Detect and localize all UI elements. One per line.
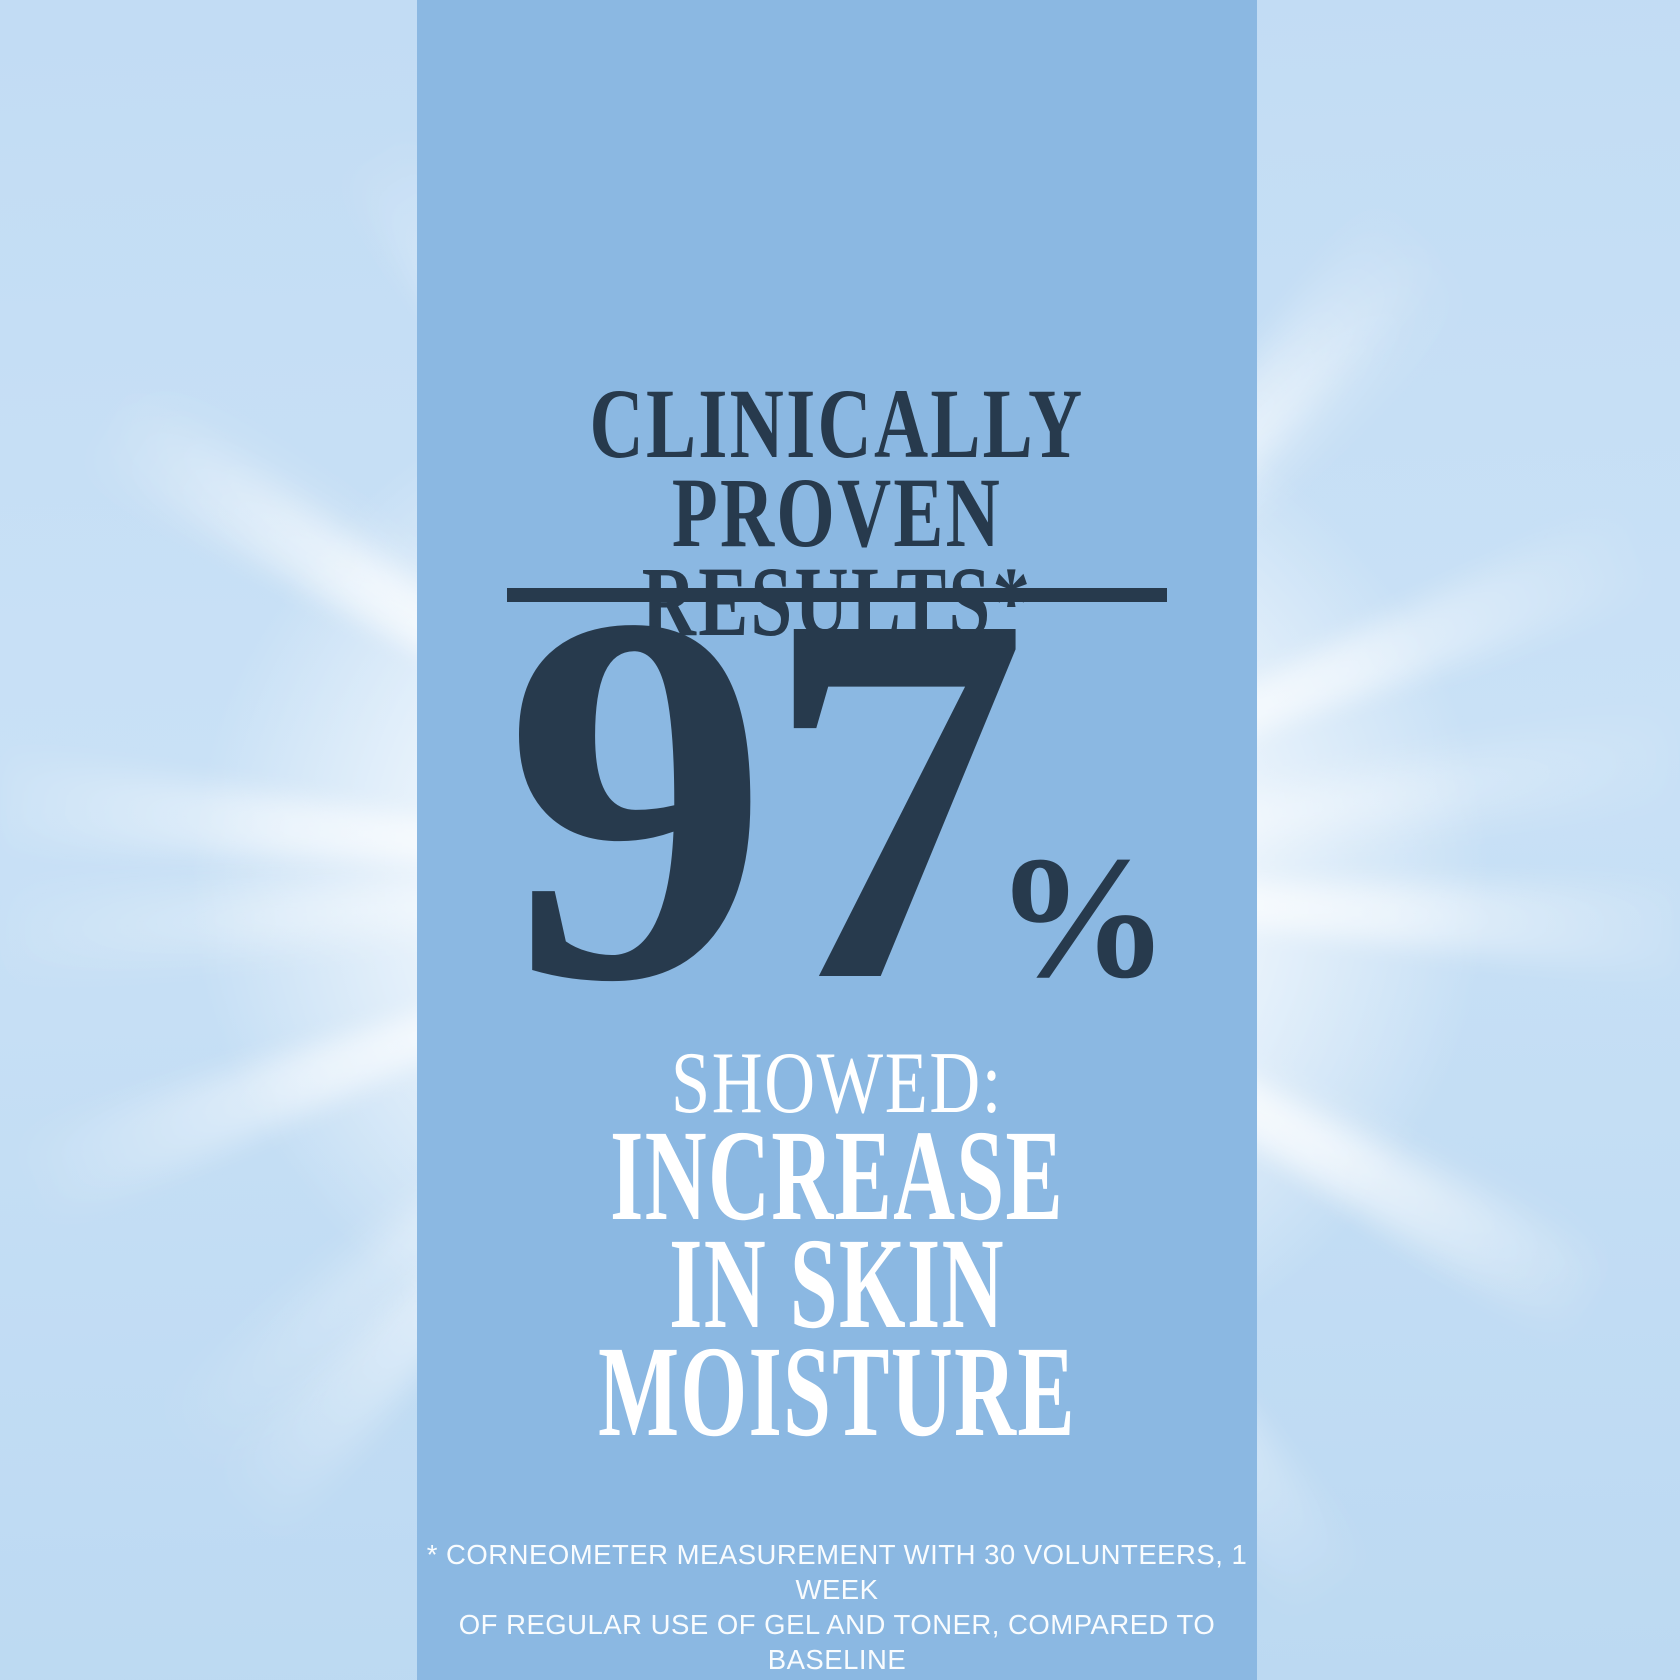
stat-figure: 97 % bbox=[417, 533, 1257, 1063]
claim-panel: CLINICALLY PROVEN RESULTS* 97 % SHOWED: … bbox=[417, 0, 1257, 1680]
stat-value: 97 bbox=[504, 504, 1029, 1091]
headline-underline bbox=[507, 588, 1167, 602]
footnote-line2: OF REGULAR USE OF GEL AND TONER, COMPARE… bbox=[458, 1609, 1216, 1675]
claim-line1: INCREASE bbox=[610, 1104, 1064, 1248]
footnote: * CORNEOMETER MEASUREMENT WITH 30 VOLUNT… bbox=[417, 1537, 1257, 1677]
percent-sign: % bbox=[994, 820, 1170, 1014]
claim-heading: INCREASE IN SKIN MOISTURE bbox=[560, 1104, 1114, 1464]
headline-line1: CLINICALLY bbox=[589, 368, 1085, 479]
claim-line3: MOISTURE bbox=[598, 1320, 1076, 1464]
footnote-line1: * CORNEOMETER MEASUREMENT WITH 30 VOLUNT… bbox=[426, 1539, 1248, 1605]
stat-subtitle: SHOWED: bbox=[671, 1035, 1003, 1132]
claim-line2: IN SKIN bbox=[669, 1212, 1005, 1356]
headline: CLINICALLY PROVEN RESULTS* bbox=[522, 368, 1152, 652]
